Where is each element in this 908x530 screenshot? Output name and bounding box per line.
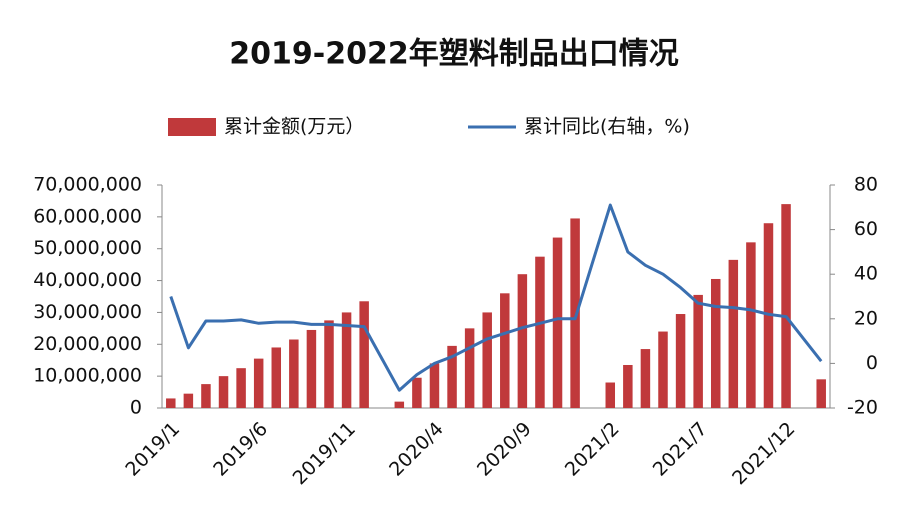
- x-tick-label: 2020/9: [473, 418, 536, 481]
- bar: [693, 294, 703, 408]
- bar: [236, 368, 246, 408]
- bar: [552, 237, 563, 408]
- bar: [640, 349, 651, 408]
- y2-tick-label: -20: [847, 397, 878, 419]
- chart-title: 2019-2022年塑料制品出口情况: [229, 37, 678, 72]
- bar: [816, 379, 826, 408]
- bar: [166, 398, 176, 408]
- x-tick-label: 2019/6: [209, 418, 272, 481]
- x-tick-label: 2020/4: [385, 418, 448, 481]
- x-tick-label: 2019/1: [121, 418, 184, 481]
- y-tick-label: 0: [130, 397, 142, 419]
- y2-tick-label: 20: [854, 307, 878, 329]
- bar: [394, 401, 405, 408]
- y2-tick-label: 80: [854, 174, 878, 196]
- y-tick-label: 50,000,000: [33, 237, 142, 259]
- bar: [412, 377, 422, 408]
- y-tick-label: 60,000,000: [33, 205, 142, 227]
- bar: [500, 293, 510, 408]
- bar: [482, 312, 492, 408]
- y-tick-label: 30,000,000: [33, 301, 142, 323]
- bar: [570, 218, 580, 408]
- y-tick-label: 40,000,000: [33, 269, 142, 291]
- y-tick-label: 70,000,000: [33, 174, 142, 196]
- bar: [710, 278, 721, 408]
- line: [169, 203, 823, 392]
- y2-tick-label: 60: [854, 218, 878, 240]
- bar: [306, 329, 317, 408]
- x-tick-label: 2021/12: [728, 418, 799, 489]
- x-tick-label: 2021/7: [649, 418, 712, 481]
- bar: [324, 320, 334, 408]
- bar: [746, 242, 756, 408]
- y-tick-label: 10,000,000: [33, 365, 142, 387]
- bar: [517, 274, 528, 408]
- legend-label: 累计同比(右轴，%): [524, 116, 690, 138]
- bar: [359, 301, 369, 408]
- legend-swatch: [168, 118, 216, 136]
- y-tick-label: 20,000,000: [33, 333, 142, 355]
- bar: [675, 314, 686, 408]
- bar: [201, 384, 211, 408]
- bar: [253, 358, 264, 408]
- x-tick-label: 2021/2: [561, 418, 624, 481]
- bar: [605, 382, 616, 408]
- legend-label: 累计金额(万元）: [224, 116, 364, 138]
- bar: [218, 376, 229, 408]
- bar: [183, 393, 194, 408]
- bar: [341, 312, 352, 408]
- x-tick-label: 2019/11: [289, 418, 360, 489]
- bar: [429, 363, 440, 408]
- bar: [623, 364, 633, 408]
- bar: [728, 259, 739, 408]
- bar: [447, 345, 457, 408]
- bar: [781, 204, 791, 408]
- y2-tick-label: 40: [854, 263, 878, 285]
- bar: [289, 339, 299, 408]
- bar: [535, 256, 545, 408]
- bar: [271, 347, 282, 408]
- y2-tick-label: 0: [866, 352, 878, 374]
- bar: [464, 328, 475, 408]
- bar: [658, 331, 668, 408]
